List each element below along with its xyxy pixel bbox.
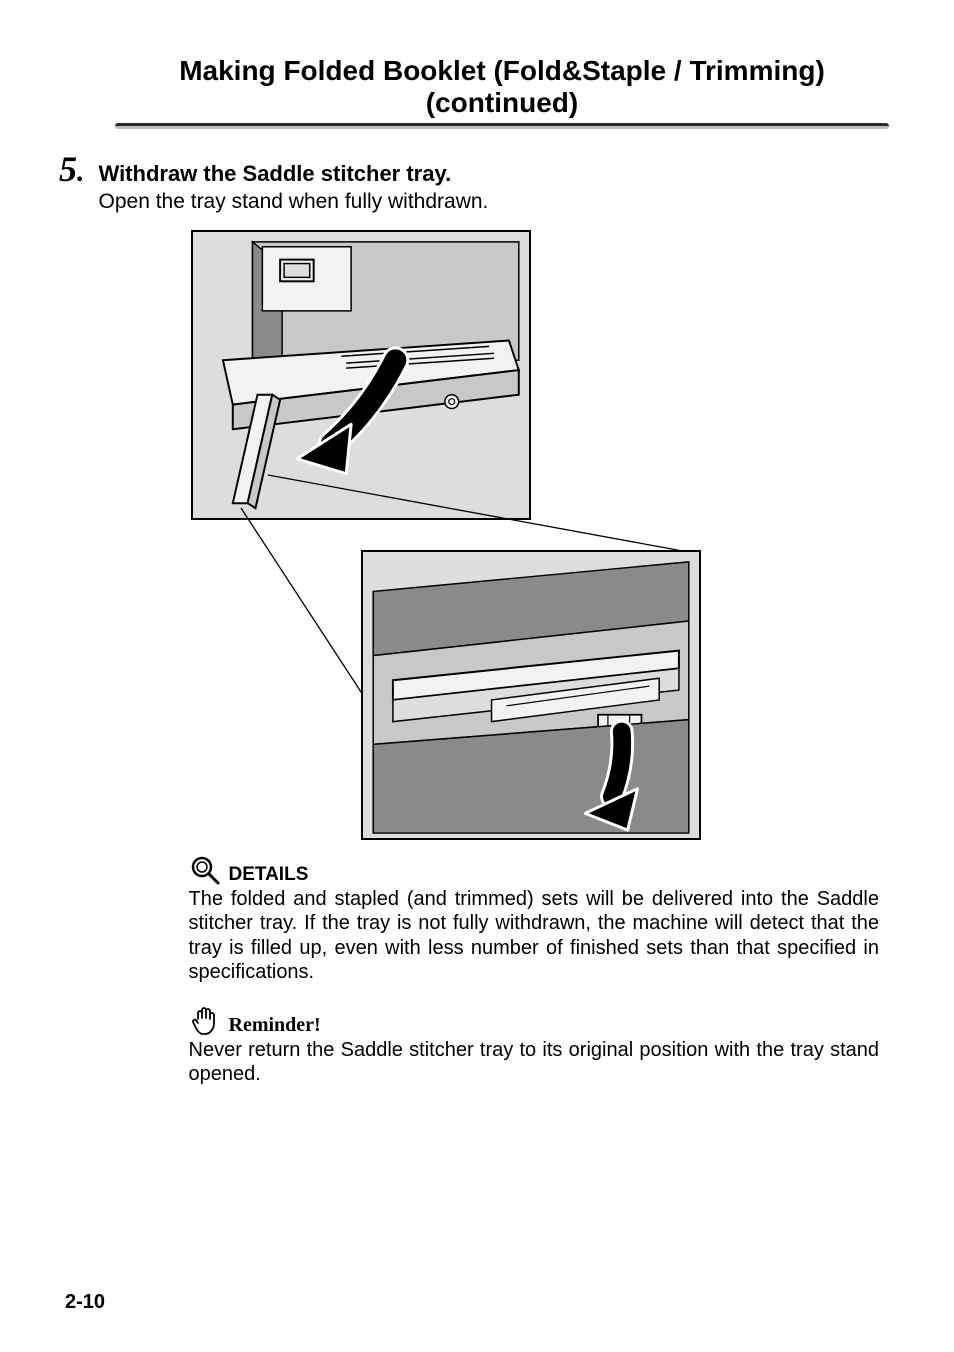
step-title: Withdraw the Saddle stitcher tray.	[99, 161, 890, 187]
step-description: Open the tray stand when fully withdrawn…	[99, 190, 890, 214]
details-callout: DETAILS The folded and stapled (and trim…	[189, 854, 880, 985]
magnifier-icon	[189, 854, 221, 886]
reminder-callout: Reminder! Never return the Saddle stitch…	[189, 1005, 880, 1087]
page-header: Making Folded Booklet (Fold&Staple / Tri…	[115, 55, 889, 129]
tray-withdraw-illustration	[193, 232, 529, 518]
step-number-digit: 5	[59, 149, 77, 189]
figure-tray-stand	[361, 550, 701, 840]
tray-stand-illustration	[363, 552, 699, 838]
details-label: DETAILS	[229, 864, 309, 886]
step-number-dot: .	[77, 155, 85, 188]
figure-area	[143, 230, 890, 850]
step-5: 5. Withdraw the Saddle stitcher tray. Op…	[65, 151, 889, 1086]
header-underline	[115, 123, 889, 129]
page-title: Making Folded Booklet (Fold&Staple / Tri…	[115, 55, 889, 123]
hand-stop-icon	[189, 1005, 221, 1037]
reminder-label: Reminder!	[229, 1014, 321, 1037]
reminder-body: Never return the Saddle stitcher tray to…	[189, 1038, 880, 1087]
page-number: 2-10	[65, 1291, 105, 1314]
figure-tray-withdraw	[191, 230, 531, 520]
details-body: The folded and stapled (and trimmed) set…	[189, 887, 880, 985]
step-number: 5.	[65, 151, 85, 189]
